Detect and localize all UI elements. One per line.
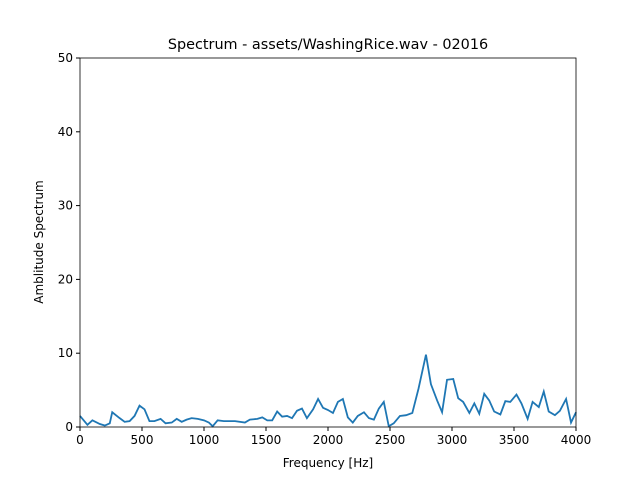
x-tick-label: 2500	[375, 433, 406, 447]
y-tick-label: 0	[65, 420, 73, 434]
y-tick-label: 20	[58, 272, 73, 286]
x-tick-label: 4000	[561, 433, 592, 447]
plot-frame	[79, 57, 577, 428]
x-tick-label: 500	[131, 433, 154, 447]
x-tick-label: 1000	[189, 433, 220, 447]
chart-title: Spectrum - assets/WashingRice.wav - 0201…	[168, 37, 488, 53]
y-tick-label: 40	[58, 125, 73, 139]
x-tick-label: 1500	[251, 433, 282, 447]
x-tick-label: 0	[76, 433, 84, 447]
x-tick-label: 3500	[499, 433, 530, 447]
y-axis-label: Amblitude Spectrum	[32, 180, 46, 303]
x-tick-label: 3000	[437, 433, 468, 447]
y-tick-label: 30	[58, 199, 73, 213]
line	[79, 354, 577, 428]
x-axis-label: Frequency [Hz]	[283, 456, 374, 470]
x-tick-label: 2000	[313, 433, 344, 447]
y-tick-label: 10	[58, 346, 73, 360]
y-tick-label: 50	[58, 51, 73, 65]
